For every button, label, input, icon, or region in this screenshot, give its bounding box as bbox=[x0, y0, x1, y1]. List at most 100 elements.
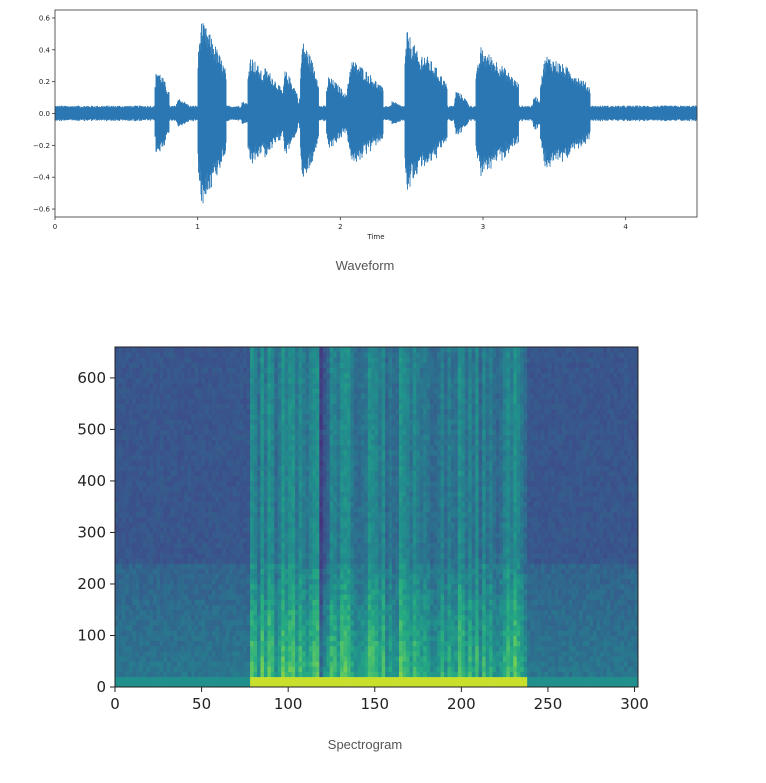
spectrogram-cell bbox=[333, 491, 338, 497]
spectrogram-cell bbox=[367, 352, 372, 358]
spectrogram-cell bbox=[322, 522, 327, 528]
spectrogram-cell bbox=[308, 475, 313, 482]
spectrogram-cell bbox=[132, 372, 137, 379]
spectrogram-cell bbox=[121, 377, 126, 384]
spectrogram-cell bbox=[257, 671, 261, 678]
spectrogram-cell bbox=[215, 676, 220, 683]
spectrogram-cell bbox=[350, 573, 355, 580]
spectrogram-cell bbox=[229, 347, 234, 353]
spectrogram-cell bbox=[360, 532, 365, 538]
spectrogram-cell bbox=[132, 553, 137, 559]
spectrogram-cell bbox=[184, 625, 189, 631]
spectrogram-cell bbox=[253, 393, 258, 399]
spectrogram-cell bbox=[291, 455, 296, 461]
spectrogram-cell bbox=[194, 594, 199, 600]
spectrogram-cell bbox=[121, 491, 126, 497]
spectrogram-cell bbox=[367, 511, 372, 518]
spectrogram-cell bbox=[232, 362, 237, 368]
spectrogram-cell bbox=[277, 506, 282, 513]
spectrogram-cell bbox=[281, 367, 286, 374]
spectrogram-cell bbox=[121, 661, 126, 667]
spectrogram-cell bbox=[350, 614, 355, 621]
spectrogram-cell bbox=[243, 676, 248, 683]
spectrogram-cell bbox=[367, 455, 372, 461]
spectrogram-cell bbox=[166, 424, 171, 430]
spectrogram-cell bbox=[225, 527, 230, 533]
spectrogram-cell bbox=[180, 656, 185, 662]
spectrogram-cell bbox=[260, 671, 265, 678]
spectrogram-cell bbox=[218, 681, 223, 688]
spectrogram-cell bbox=[142, 434, 147, 441]
spectrogram-cell bbox=[170, 681, 175, 688]
spectrogram-cell bbox=[312, 620, 317, 626]
spectrogram-cell bbox=[115, 470, 119, 477]
spectrogram-cell bbox=[121, 635, 126, 642]
spectrogram-cell bbox=[357, 563, 362, 569]
spectrogram-cell bbox=[153, 625, 157, 631]
spectrogram-cell bbox=[246, 527, 251, 533]
spectrogram-cell bbox=[166, 506, 171, 513]
spectrogram-cell bbox=[205, 568, 209, 575]
spectrogram-cell bbox=[319, 594, 324, 600]
spectrogram-cell bbox=[302, 563, 306, 569]
spectrogram-cell bbox=[184, 573, 189, 580]
spectrogram-cell bbox=[295, 614, 299, 621]
spectrogram-cell bbox=[312, 455, 317, 461]
spectrogram-cell bbox=[191, 372, 196, 379]
spectrogram-cell bbox=[326, 372, 331, 379]
spectrogram-cell bbox=[284, 439, 289, 446]
spectrogram-cell bbox=[194, 450, 199, 456]
spectrogram-cell bbox=[315, 367, 320, 374]
spectrogram-cell bbox=[353, 429, 358, 435]
spectrogram-cell bbox=[270, 491, 275, 497]
spectrogram-cell bbox=[326, 614, 331, 621]
spectrogram-cell bbox=[225, 362, 230, 368]
spectrogram-cell bbox=[340, 429, 344, 435]
spectrogram-cell bbox=[357, 666, 362, 672]
spectrogram-cell bbox=[360, 434, 365, 441]
spectrogram-cell bbox=[340, 630, 344, 636]
spectrogram-cell bbox=[153, 589, 157, 595]
spectrogram-cell bbox=[340, 661, 344, 667]
spectrogram-cell bbox=[315, 661, 320, 667]
spectrogram-cell bbox=[173, 398, 178, 405]
spectrogram-cell bbox=[211, 393, 216, 399]
spectrogram-cell bbox=[239, 532, 244, 538]
spectrogram-cell bbox=[270, 527, 275, 533]
spectrogram-cell bbox=[180, 532, 185, 538]
spectrogram-cell bbox=[267, 594, 272, 600]
spectrogram-cell bbox=[288, 372, 293, 379]
spectrogram-cell bbox=[125, 640, 130, 647]
spectrogram-cell bbox=[347, 450, 351, 456]
spectrogram-cell bbox=[277, 347, 282, 353]
spectrogram-cell bbox=[222, 424, 227, 430]
spectrogram-cell bbox=[180, 537, 185, 544]
spectrogram-cell bbox=[146, 671, 151, 678]
spectrogram-cell bbox=[118, 372, 123, 379]
spectrogram-cell bbox=[115, 413, 119, 420]
spectrogram-cell bbox=[336, 614, 341, 621]
spectrogram-cell bbox=[132, 419, 137, 425]
spectrogram-cell bbox=[308, 408, 313, 415]
spectrogram-cell bbox=[121, 656, 126, 662]
spectrogram-cell bbox=[274, 630, 279, 636]
spectrogram-cell bbox=[302, 630, 306, 636]
spectrogram-cell bbox=[319, 661, 324, 667]
spectrogram-cell bbox=[371, 671, 376, 678]
spectrogram-cell bbox=[115, 419, 119, 425]
spectrogram-cell bbox=[173, 383, 178, 389]
spectrogram-cell bbox=[166, 439, 171, 446]
spectrogram-cell bbox=[284, 599, 289, 605]
spectrogram-cell bbox=[288, 429, 293, 435]
spectrogram-cell bbox=[198, 527, 202, 533]
spectrogram-cell bbox=[260, 475, 265, 482]
spectrogram-cell bbox=[232, 599, 237, 605]
spectrogram-cell bbox=[312, 547, 317, 554]
spectrogram-cell bbox=[118, 578, 123, 585]
spectrogram-cell bbox=[340, 439, 344, 446]
spectrogram-cell bbox=[340, 625, 344, 631]
spectrogram-cell bbox=[257, 455, 261, 461]
spectrogram-cell bbox=[336, 583, 341, 590]
spectrogram-cell bbox=[357, 589, 362, 595]
spectrogram-cell bbox=[177, 568, 182, 575]
